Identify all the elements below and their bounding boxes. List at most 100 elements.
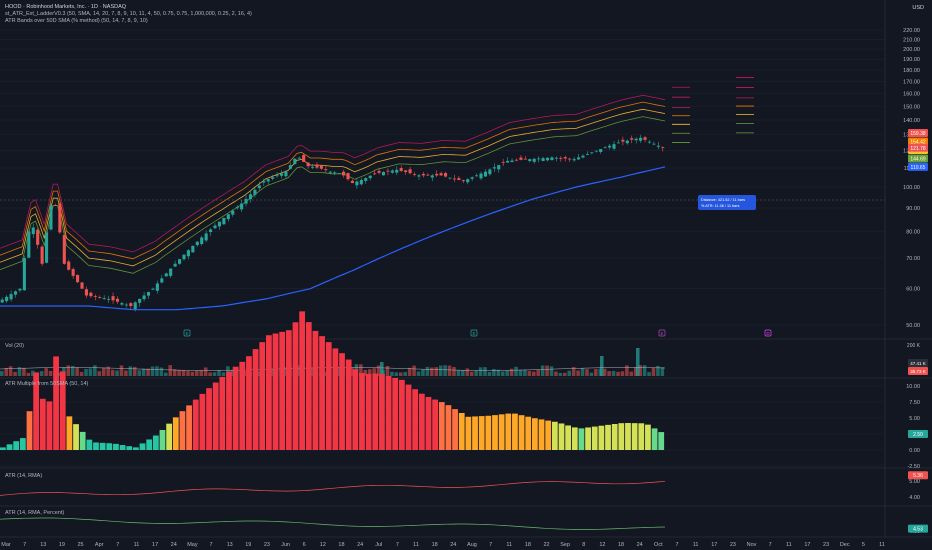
atr-multiple-bar [538, 419, 545, 450]
volume-value-box [908, 359, 928, 367]
time-axis[interactable]: Mar 7 13 19 25 Apr 7 11 17 24 May 7 13 19 23 Jun 6 12 18 24… [1, 542, 885, 548]
candle-body [448, 177, 452, 179]
symbol-title[interactable]: HOOD · Robinhood Markets, Inc. · 1D · NA… [5, 4, 127, 10]
candle-body [213, 225, 217, 229]
atr-percent-line [0, 517, 666, 530]
volume-bar [399, 372, 403, 376]
candle-body [173, 263, 177, 267]
candle-body [279, 173, 284, 176]
candle-body [58, 203, 62, 233]
candle-body [590, 152, 594, 154]
atr-multiple-bar [512, 413, 518, 450]
candle-body [67, 261, 71, 270]
atr-multiple-bar [26, 411, 33, 450]
indicator-bands-legend[interactable]: ATR Bands over 50D SMA (% method) (50, 1… [5, 18, 148, 24]
atr-band-line [0, 101, 666, 260]
candle-body [284, 171, 288, 177]
time-tick-label: Sep [560, 542, 570, 548]
volume-bar [536, 369, 540, 376]
volume-bar [93, 365, 97, 376]
atr-multiple-bar [585, 427, 591, 450]
candle-body [634, 138, 638, 141]
candle-body [355, 181, 359, 186]
candle-body [129, 303, 133, 307]
volume-bar [394, 372, 399, 376]
price-tick-label: 50.00 [906, 323, 920, 329]
volume-bar [478, 367, 483, 376]
candle-body [408, 169, 412, 174]
volume-bar [656, 365, 660, 376]
volume-bar [580, 368, 585, 376]
time-tick-label: 12 [320, 542, 326, 548]
candle-body [80, 282, 84, 289]
atr-multiple-tick: 0.00 [909, 448, 920, 454]
volume-bar [376, 365, 381, 376]
atr-multiple-bar [186, 405, 192, 450]
volume-bar [651, 367, 656, 376]
price-tick-label: 90.00 [906, 206, 920, 212]
time-tick-label: 23 [730, 542, 736, 548]
volume-bar [190, 371, 195, 376]
indicator-ladder-legend[interactable]: st_ATR_Ext_LadderV0.3 (50, SMA, 14, 20, … [5, 11, 252, 17]
atr-multiple-bar [551, 421, 558, 450]
time-tick-label: Jul [375, 542, 382, 548]
atr-multiple-bar [266, 335, 272, 450]
volume-bar [492, 368, 496, 376]
candle-body [594, 150, 598, 152]
candle-body [443, 173, 448, 177]
atr-legend[interactable]: ATR (14, RMA) [5, 473, 43, 479]
candle-body [71, 269, 75, 276]
time-tick-label: 5 [862, 542, 865, 548]
atr-multiple-bar [192, 399, 199, 450]
atr-percent-value-box [908, 524, 928, 533]
volume-value-text: 35.73 K [910, 369, 926, 374]
candle-body [200, 237, 204, 244]
tooltip-line: % ATR: 11.36 / 11 bars [701, 204, 740, 208]
price-label-text: 154.42 [910, 140, 926, 146]
time-tick-label: 18 [432, 542, 438, 548]
volume-legend[interactable]: Vol (20) [5, 343, 24, 349]
candle-body [603, 147, 607, 149]
time-tick-label: 24 [450, 542, 456, 548]
volume-bar [150, 366, 155, 376]
candle-body [412, 174, 417, 175]
atr-multiple-bar [99, 442, 106, 450]
atr-multiple-bar [418, 393, 425, 450]
volume-bar [594, 369, 598, 376]
time-tick-label: 11 [134, 542, 140, 548]
atr-percent-legend[interactable]: ATR (14, RMA, Percent) [5, 510, 65, 516]
atr-multiple-legend[interactable]: ATR Multiple from 50SMA (50, 14) [5, 381, 89, 387]
atr-multiple-bar [465, 416, 472, 450]
candle-body [514, 159, 519, 161]
currency-label[interactable]: USD [912, 5, 924, 11]
volume-tick-label: 200 K [907, 343, 921, 349]
tooltip-line: Distance: 421.52 / 11 bars [701, 198, 745, 202]
volume-bar [421, 369, 425, 376]
volume-bar [416, 371, 421, 376]
atr-multiple-bar [19, 438, 26, 450]
volume-bar [483, 367, 487, 376]
atr-multiple-bar [113, 443, 119, 450]
price-tick-label: 70.00 [906, 256, 920, 262]
candle-body [616, 142, 621, 144]
candle-body [652, 143, 656, 145]
candle-body [319, 165, 323, 169]
volume-bar [297, 365, 301, 376]
candle-body [563, 157, 567, 159]
price-label-text: 110.65 [911, 165, 926, 171]
atr-multiple-bar [352, 369, 359, 450]
candle-body [461, 180, 465, 182]
atr-multiple-bar [106, 443, 113, 450]
atr-multiple-bar [239, 361, 246, 450]
candle-body [115, 298, 120, 302]
candle-body [550, 157, 554, 161]
volume-bar [372, 368, 376, 376]
volume-bar [452, 366, 456, 376]
atr-multiple-bar [638, 423, 645, 450]
candle-body [22, 258, 26, 291]
candle-body [40, 246, 44, 264]
candle-body [581, 155, 585, 158]
price-label-box [908, 137, 928, 146]
atr-multiple-bar [485, 415, 492, 450]
